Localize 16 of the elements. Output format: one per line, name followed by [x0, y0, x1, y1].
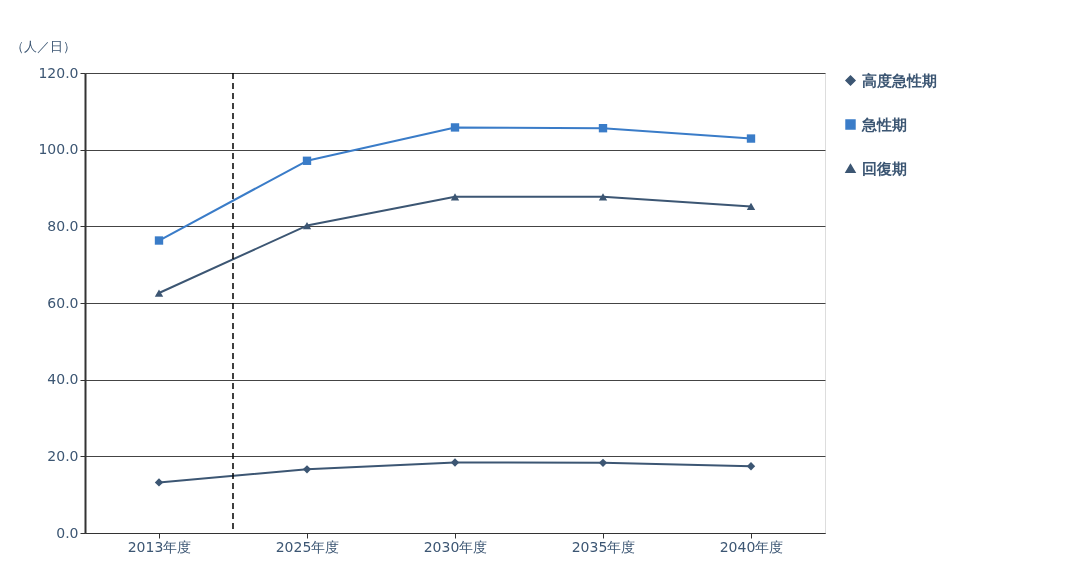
legend-label: 回復期 — [862, 159, 907, 178]
legend-label: 高度急性期 — [862, 71, 937, 90]
y-tick-label: 60.0 — [47, 294, 79, 311]
x-tick-label: 2035年度 — [571, 538, 636, 555]
y-tick-label: 80.0 — [47, 217, 79, 234]
x-tick-label: 2040年度 — [719, 538, 784, 555]
y-tick-label: 40.0 — [47, 371, 79, 388]
legend-label: 急性期 — [861, 115, 907, 134]
x-tick-label: 2013年度 — [127, 538, 192, 555]
y-axis-title: （人／日） — [10, 38, 76, 54]
y-tick-label: 120.0 — [38, 64, 79, 81]
x-tick-label: 2025年度 — [275, 538, 340, 555]
x-tick-label: 2030年度 — [423, 538, 488, 555]
y-tick-label: 100.0 — [38, 141, 79, 158]
y-tick-label: 0.0 — [56, 524, 79, 541]
y-tick-label: 20.0 — [47, 447, 79, 464]
